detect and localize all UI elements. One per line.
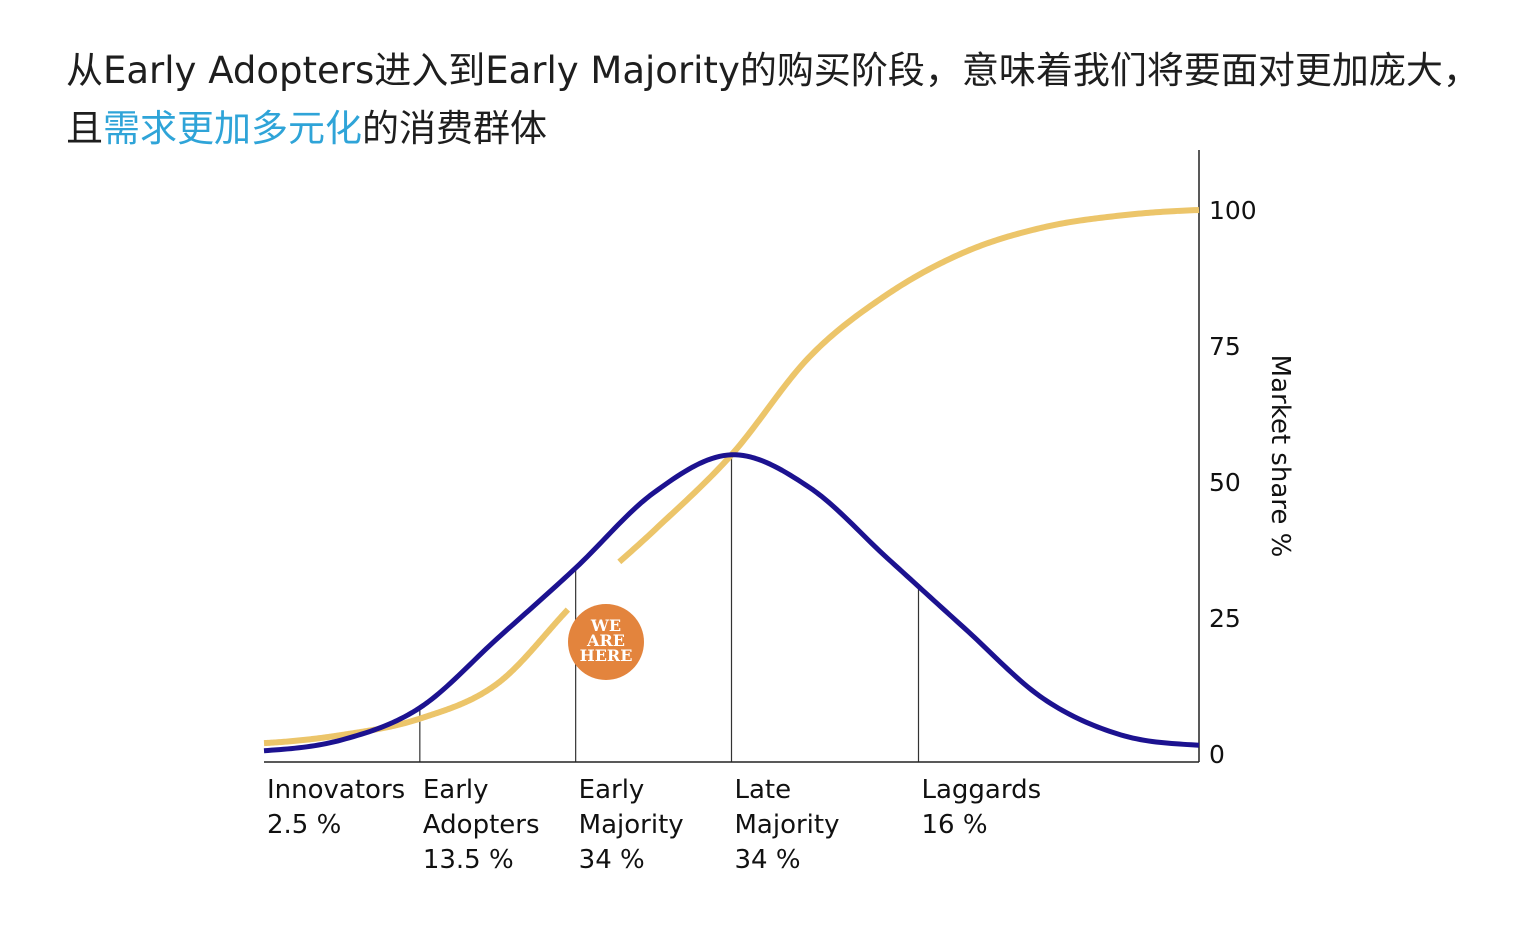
badge-text-line: HERE xyxy=(580,646,633,665)
y-axis-title: Market share % xyxy=(1265,355,1295,558)
badge-text-line: WE xyxy=(590,616,621,635)
segment-percent: 34 % xyxy=(735,845,801,875)
headline: 从Early Adopters进入到Early Majority的购买阶段，意味… xyxy=(66,42,1486,158)
segment-name: Adopters xyxy=(423,810,540,840)
segment-labels: Innovators 2.5 % Early Adopters 13.5 % Early M… xyxy=(267,775,1041,875)
segment-name: Late xyxy=(735,775,792,805)
segment-name: Majority xyxy=(579,810,684,840)
segment-dividers xyxy=(419,454,920,762)
curves xyxy=(263,207,1200,754)
segment-name: Early xyxy=(579,775,645,805)
segment-name: Early xyxy=(423,775,489,805)
cumulative-market-share-line-left xyxy=(263,607,571,747)
y-tick-label: 0 xyxy=(1209,740,1225,769)
y-tick-labels: 0 25 50 75 100 xyxy=(1209,196,1257,769)
segment-percent: 2.5 % xyxy=(267,810,341,840)
y-tick-label: 100 xyxy=(1209,196,1257,225)
segment-percent: 16 % xyxy=(922,810,988,840)
segment-percent: 13.5 % xyxy=(423,845,514,875)
y-tick-label: 75 xyxy=(1209,332,1241,361)
badge-circle xyxy=(568,604,644,680)
segment-name: Laggards xyxy=(922,775,1042,805)
segment-name: Innovators xyxy=(267,775,405,805)
y-tick-label: 25 xyxy=(1209,604,1241,633)
adoption-share-line xyxy=(263,452,1200,754)
y-tick-label: 50 xyxy=(1209,468,1241,497)
headline-highlight: 需求更加多元化 xyxy=(103,107,362,150)
headline-text-start: 从Early Adopters进入到Early Majority的购买阶段，意味… xyxy=(66,49,1480,150)
cumulative-market-share-line-right xyxy=(617,207,1200,565)
segment-percent: 34 % xyxy=(579,845,645,875)
segment-name: Majority xyxy=(735,810,840,840)
badge-text-line: ARE xyxy=(586,631,625,650)
headline-text-end: 的消费群体 xyxy=(362,107,547,150)
